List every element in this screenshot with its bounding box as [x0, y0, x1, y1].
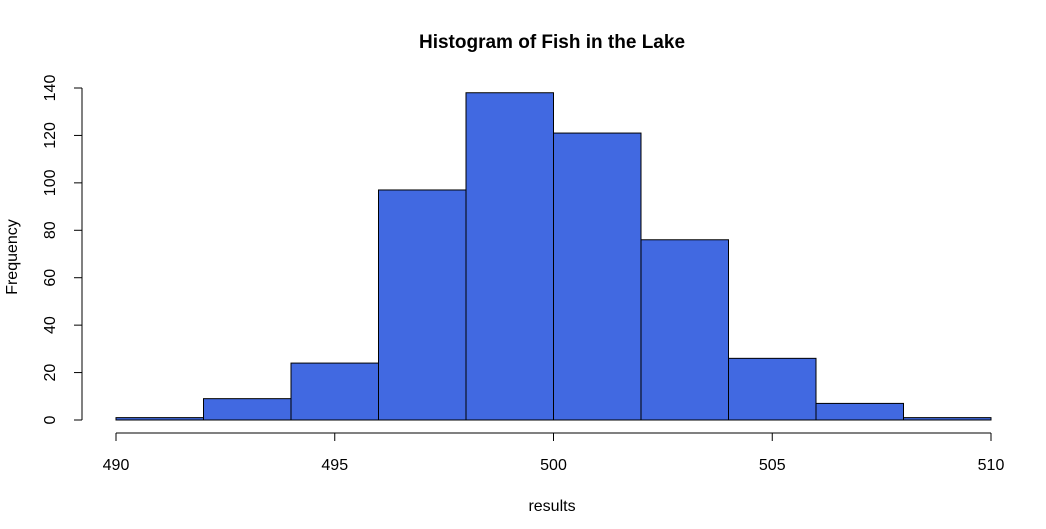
histogram-bar: [465, 92, 554, 421]
bars-group: [115, 92, 992, 421]
x-axis: 490 495 500 505 510: [103, 432, 1005, 474]
histogram-bar: [115, 417, 204, 421]
y-tick-label: 120: [42, 122, 59, 149]
x-axis-label: results: [528, 498, 575, 515]
x-tick-label: 490: [103, 457, 130, 474]
x-tick-label: 505: [759, 457, 786, 474]
y-tick-label: 0: [42, 415, 59, 424]
y-tick-label: 40: [42, 316, 59, 334]
x-tick-label: 495: [321, 457, 348, 474]
y-axis: 0 20 40 60 80 100 120 140: [42, 75, 83, 424]
histogram-bar: [290, 362, 379, 421]
y-tick-label: 60: [42, 269, 59, 287]
histogram-bar: [903, 417, 992, 421]
y-tick-label: 140: [42, 75, 59, 102]
y-tick-label: 20: [42, 364, 59, 382]
y-tick-label: 80: [42, 221, 59, 239]
histogram-bar: [815, 402, 904, 421]
histogram-bar: [378, 189, 467, 421]
histogram-bar: [640, 239, 729, 421]
x-tick-label: 510: [978, 457, 1005, 474]
histogram-bar: [203, 398, 292, 421]
y-axis-label: Frequency: [4, 219, 21, 295]
y-tick-label: 100: [42, 169, 59, 196]
histogram-bar: [728, 357, 817, 421]
chart-title: Histogram of Fish in the Lake: [419, 32, 685, 53]
x-tick-label: 500: [540, 457, 567, 474]
histogram-bar: [553, 132, 642, 421]
